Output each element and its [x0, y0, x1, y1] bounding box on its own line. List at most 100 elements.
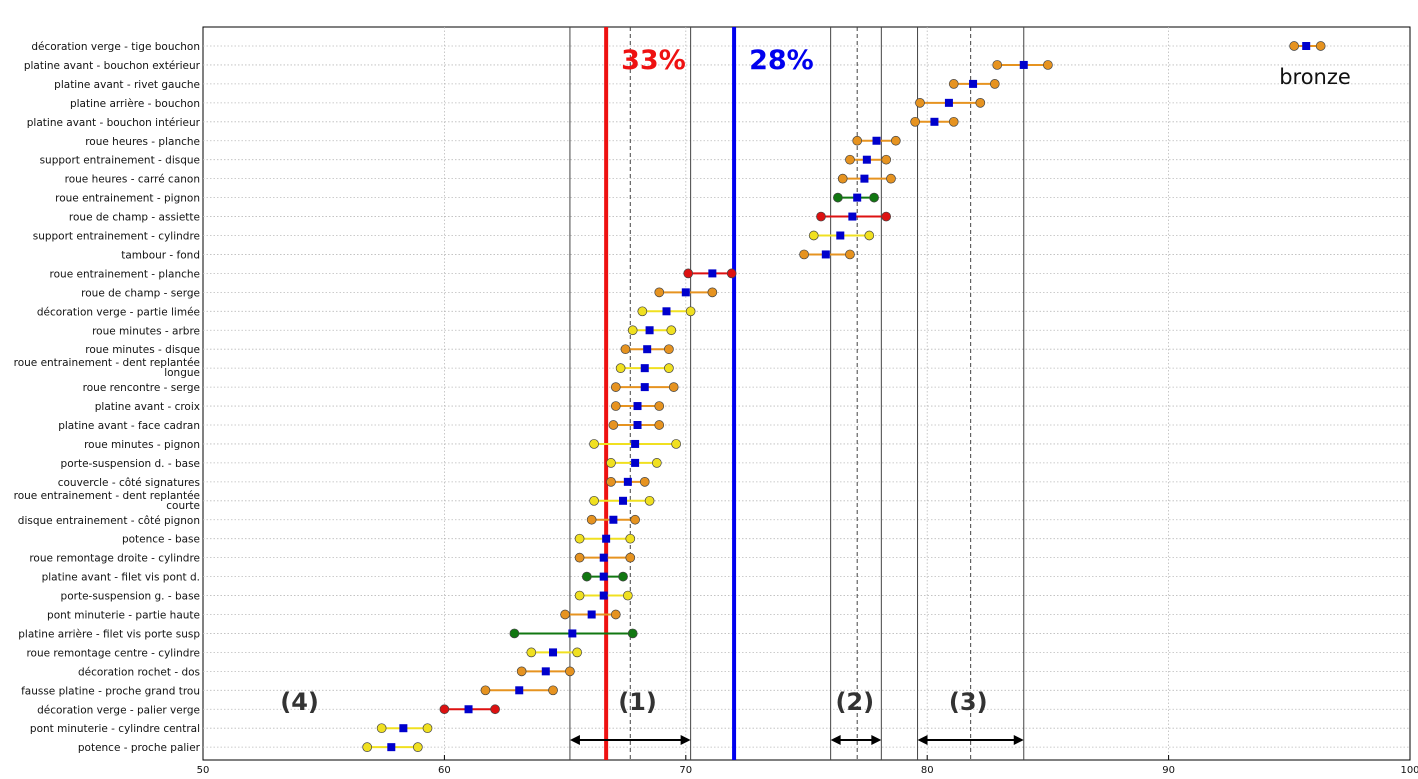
range-min-marker: [654, 287, 665, 298]
category-label: disque entrainement - côté pignon: [18, 515, 200, 527]
mean-marker: [640, 364, 649, 373]
category-label-continued: courte: [166, 500, 200, 512]
mean-marker: [633, 421, 642, 429]
range-max-marker: [886, 173, 896, 184]
range-max-marker: [565, 666, 575, 677]
range-min-marker: [526, 647, 537, 658]
mean-marker: [821, 250, 830, 259]
mean-marker: [599, 572, 608, 581]
category-label: support entrainement - cylindre: [33, 231, 200, 243]
mean-marker: [860, 174, 869, 183]
category-label: roue de champ - serge: [81, 287, 200, 299]
mean-marker: [848, 212, 857, 221]
category-label: roue entrainement - dent replantée: [14, 357, 200, 369]
range-min-marker: [376, 723, 387, 734]
category-label: potence - base: [122, 534, 200, 546]
range-max-marker: [422, 723, 433, 734]
reference-line-label: 33%: [621, 45, 686, 76]
category-label: roue minutes - pignon: [84, 439, 200, 451]
x-tick-label: 50: [197, 765, 210, 776]
category-label: platine arrière - bouchon: [70, 98, 200, 110]
range-min-marker: [610, 382, 621, 392]
zone-label: (2): [835, 688, 874, 716]
x-axis-ticks: 50 60 70 80 90 100: [197, 755, 1418, 776]
range-min-marker: [480, 685, 491, 696]
range-max-marker: [625, 533, 636, 544]
range-min-marker: [852, 135, 863, 146]
range-max-marker: [1043, 60, 1053, 70]
category-label: décoration verge - palier verge: [37, 704, 200, 716]
category-label: roue rencontre - serge: [83, 382, 200, 394]
range-max-marker: [975, 97, 986, 108]
mean-marker: [708, 269, 717, 278]
category-label: porte-suspension g. - base: [61, 591, 200, 603]
x-tick-label: 100: [1400, 765, 1418, 776]
range-max-marker: [881, 154, 892, 165]
x-tick-label: 60: [438, 765, 451, 776]
range-max-marker: [668, 382, 679, 392]
mean-marker: [602, 534, 611, 543]
annotations: (1) (2) (3) (4): [280, 688, 1024, 745]
series-layer: [362, 60, 1053, 753]
mean-marker: [464, 705, 473, 714]
category-label: décoration verge - partie limée: [37, 306, 200, 318]
range-min-marker: [362, 742, 373, 753]
mean-marker: [568, 629, 577, 638]
category-label: platine avant - filet vis pont d.: [42, 572, 200, 584]
mean-marker: [930, 117, 939, 126]
mean-marker: [853, 193, 862, 202]
range-max-marker: [618, 571, 628, 582]
range-max-marker: [864, 230, 875, 241]
category-label: couvercle - côté signatures: [58, 477, 200, 489]
category-label: roue entrainement - pignon: [55, 193, 200, 205]
category-label: porte-suspension d. - base: [61, 458, 200, 470]
category-label: roue de champ - assiette: [69, 212, 200, 224]
range-min-marker: [833, 192, 843, 203]
category-label: roue remontage droite - cylindre: [29, 553, 200, 565]
range-min-marker: [560, 609, 570, 620]
range-max-marker: [623, 590, 633, 601]
range-max-marker: [989, 79, 1000, 89]
range-min-marker: [586, 514, 597, 525]
zone-label: (3): [949, 688, 988, 716]
category-label: fausse platine - proche grand trou: [21, 685, 200, 697]
reference-lines: 33% 28%: [604, 27, 814, 760]
reference-line-label: 28%: [749, 45, 814, 76]
range-min-marker: [608, 420, 619, 430]
category-label: roue entrainement - dent replantée: [14, 490, 200, 502]
range-min-marker: [589, 495, 599, 506]
x-tick-label: 70: [679, 765, 692, 776]
mean-marker: [836, 231, 845, 240]
legend: bronze: [1279, 41, 1351, 89]
range-min-marker: [439, 704, 450, 715]
range-min-marker: [808, 230, 819, 241]
range-min-marker: [516, 666, 527, 677]
mean-marker: [399, 724, 408, 733]
range-max-marker: [654, 401, 665, 411]
mean-marker: [944, 98, 953, 107]
zone-arrow-head-right: [680, 735, 691, 745]
zone-arrow-head-right: [1013, 735, 1024, 745]
range-max-marker: [412, 742, 423, 753]
category-label: décoration rochet - dos: [78, 666, 200, 678]
category-label: pont minuterie - cylindre central: [30, 723, 200, 735]
range-min-marker: [1289, 41, 1299, 51]
range-max-marker: [490, 704, 500, 715]
mean-marker: [619, 496, 628, 505]
mean-marker: [623, 477, 632, 486]
range-max-marker: [664, 363, 674, 373]
mean-marker: [631, 458, 640, 467]
category-label: roue minutes - arbre: [92, 325, 200, 337]
category-label-continued: longue: [164, 367, 200, 379]
range-max-marker: [639, 477, 650, 487]
zone-arrow-head-left: [917, 735, 928, 745]
category-label: potence - proche palier: [78, 742, 201, 754]
range-max-marker: [644, 495, 655, 506]
range-min-marker: [845, 154, 855, 165]
category-label: platine avant - croix: [95, 401, 200, 413]
category-label: tambour - fond: [121, 249, 200, 261]
range-max-marker: [890, 135, 901, 146]
mean-marker: [609, 515, 618, 524]
range-max-marker: [845, 249, 855, 260]
